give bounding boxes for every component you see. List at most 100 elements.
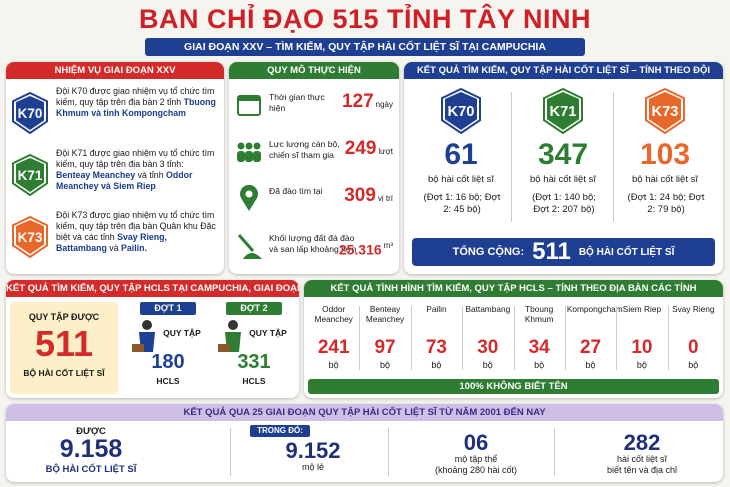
round-value: 180 — [151, 351, 185, 373]
province-unit: bộ — [585, 360, 596, 370]
team-value: 61 — [444, 138, 478, 171]
panel-header: NHIỆM VỤ GIAI ĐOẠN XXV — [6, 62, 224, 79]
icon-calendar-top — [238, 96, 260, 101]
team-column: K73 103 bộ hài cốt liệt sĩ (Đợt 1: 24 bộ; Đ… — [616, 84, 714, 232]
column-divider — [230, 428, 231, 476]
history-item-note: biết tên và địa chỉ — [606, 465, 678, 475]
phase-unit: BỘ HÀI CỐT LIỆT SĨ — [23, 368, 105, 378]
task-highlight: Svay Rieng, Battambang — [56, 232, 167, 253]
icon-person-body — [253, 151, 261, 162]
province-value: 27 — [579, 337, 602, 358]
total-bar: TỔNG CỘNG: 511 BỘ HÀI CỐT LIỆT SĨ — [412, 238, 715, 266]
icon-soil — [243, 253, 262, 259]
team-column: K71 347 bộ hài cốt liệt sĩ (Đợt 1: 140 bộ; … — [514, 84, 612, 232]
province-unit: bộ — [688, 360, 699, 370]
province-unit: bộ — [534, 360, 545, 370]
icon-pin — [240, 184, 258, 211]
team-unit: bộ hài cốt liệt sĩ — [427, 174, 494, 185]
scale-label: Thời gian thực hiện — [269, 92, 325, 113]
task-highlight: Tbuong Khmum và tỉnh Kompongcham — [56, 97, 216, 118]
column-divider — [613, 92, 614, 222]
scale-value: 25.316 — [338, 241, 382, 258]
soldier-icon — [132, 320, 155, 352]
total-unit: BỘ HÀI CỐT LIỆT SĨ — [578, 246, 675, 258]
province-unit: bộ — [636, 360, 647, 370]
round-value: 331 — [237, 351, 271, 373]
badge-fill — [16, 96, 44, 130]
task-text: Đội K70 được giao nhiệm vụ tổ chức tìm k… — [56, 86, 218, 119]
history-tag: TRONG ĐÓ: — [250, 425, 310, 437]
province-column: Kompongcham 27 bộ — [565, 302, 623, 374]
team-unit: bộ hài cốt liệt sĩ — [631, 174, 698, 185]
province-name: Oddor Meanchey — [314, 304, 353, 324]
column-divider — [554, 428, 555, 476]
team-badge: K71 — [543, 88, 583, 134]
history-item: 9.152 mộ lẻ — [238, 426, 388, 480]
province-value: 0 — [688, 337, 699, 358]
province-column: Oddor Meanchey 241 bộ — [308, 302, 359, 374]
team-value: 347 — [537, 138, 589, 171]
scale-value: 309 — [344, 185, 376, 206]
scale-value-wrap: 249 lượt — [345, 139, 393, 159]
scale-icon — [240, 184, 258, 211]
badge-label: K73 — [18, 230, 43, 245]
round-column: ĐỢT 1 QUY TẬP 180 HCLS — [128, 302, 208, 394]
badge-label: K70 — [447, 104, 474, 120]
task-highlight: Pailin. — [121, 243, 147, 253]
history-item-value: 282 — [623, 430, 661, 455]
soldier-icon — [218, 320, 241, 352]
column-divider — [511, 92, 512, 222]
province-column: Pailin 73 bộ — [411, 302, 462, 374]
scale-unit: vị trí — [377, 194, 393, 203]
scale-label: Lực lượng cán bộ, chiến sĩ tham gia — [269, 139, 340, 160]
badge-fill — [445, 92, 477, 130]
task-text-part: và — [106, 243, 122, 253]
task-text: Đội K71 được giao nhiệm vụ tổ chức tìm k… — [56, 148, 218, 192]
column-divider — [564, 306, 566, 370]
badge-fill — [16, 158, 44, 192]
history-item-value: 9.152 — [285, 438, 341, 463]
team-badge: K70 — [12, 92, 48, 134]
badge-label: K70 — [18, 106, 43, 121]
panel-header: KẾT QUẢ TÌM KIẾM, QUY TẬP HÀI CỐT LIỆT S… — [404, 62, 723, 79]
badge-fill — [649, 92, 681, 130]
scale-value: 127 — [341, 91, 374, 112]
icon-pin-dot — [245, 190, 253, 198]
province-name: Kompongcham — [566, 304, 623, 314]
province-unit: bộ — [431, 360, 442, 370]
province-value: 10 — [631, 337, 653, 358]
phase-value: 511 — [34, 323, 94, 364]
provinces-panel: KẾT QUẢ TÌNH HÌNH TÌM KIẾM, QUY TẬP HCLS… — [304, 280, 723, 398]
province-name: Tboung Khmum — [524, 304, 554, 324]
page-title: BAN CHỈ ĐẠO 515 TỈNH TÂY NINH — [138, 4, 592, 34]
history-item: 282 hài cốt liệt sĩ biết tên và địa chỉ — [562, 426, 722, 480]
task-text-part: Đội K71 được giao nhiệm vụ tổ chức tìm k… — [56, 148, 215, 169]
badge-fill — [16, 220, 44, 254]
team-detail: (Đợt 1: 24 bộ; Đợt 2: 79 bộ) — [627, 192, 705, 215]
team-value: 103 — [639, 138, 691, 171]
province-value: 30 — [477, 337, 499, 358]
column-divider — [359, 306, 361, 370]
scale-icon — [237, 142, 261, 162]
scale-value-wrap: 127 ngày — [342, 92, 393, 112]
round-tag: ĐỢT 1 — [140, 302, 196, 315]
province-value: 97 — [374, 337, 396, 358]
icon-person-body — [245, 151, 253, 162]
history-unit: BỘ HÀI CỐT LIỆT SĨ — [45, 464, 137, 475]
province-column: Tboung Khmum 34 bộ — [514, 302, 565, 374]
history-item-value: 06 — [463, 430, 489, 455]
team-badge: K73 — [12, 216, 48, 258]
history-item-label: hài cốt liệt sĩ — [616, 454, 668, 464]
task-highlight: Oddor Meanchey và Siem Riep — [56, 170, 193, 191]
teams-panel: KẾT QUẢ TÌM KIẾM, QUY TẬP HÀI CỐT LIỆT S… — [404, 62, 723, 274]
badge-label: K73 — [651, 104, 678, 120]
team-badge: K73 — [645, 88, 685, 134]
scale-unit: lượt — [378, 147, 393, 156]
round-label: QUY TẬP — [249, 328, 287, 338]
team-detail: (Đợt 1: 140 bộ; Đợt 2: 207 bộ) — [532, 192, 596, 215]
column-divider — [667, 306, 669, 370]
scale-unit: m³ — [383, 241, 393, 250]
province-column: Benteay Meanchey 97 bộ — [359, 302, 410, 374]
column-divider — [410, 306, 412, 370]
